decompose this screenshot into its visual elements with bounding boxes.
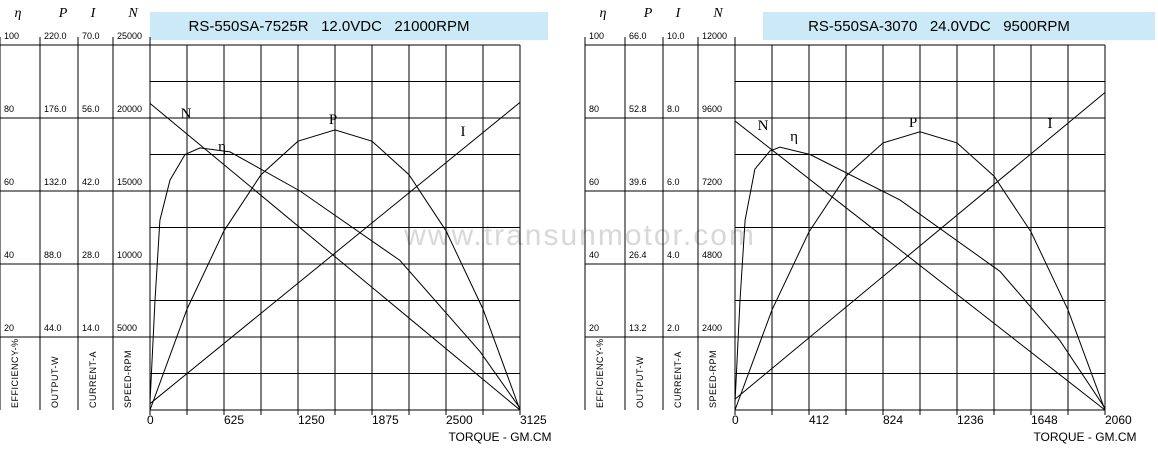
x-axis-label: TORQUE - GM.CM	[1033, 430, 1136, 444]
axis-label: CURRENT-A	[88, 351, 98, 408]
axis-symbol: η	[600, 6, 607, 21]
axis-symbol: η	[15, 6, 22, 21]
axis-symbol: N	[127, 6, 138, 21]
axis-label: CURRENT-A	[673, 351, 683, 408]
x-tick-label: 2060	[1105, 413, 1132, 427]
y-tick-label: 100	[4, 31, 19, 41]
y-tick-label: 70.0	[82, 31, 100, 41]
axis-symbol: I	[675, 6, 682, 21]
axis-label: SPEED-RPM	[123, 350, 133, 408]
y-tick-label: 66.0	[629, 31, 647, 41]
x-axis-label: TORQUE - GM.CM	[448, 430, 551, 444]
y-tick-label: 20	[4, 323, 14, 333]
axis-label: EFFICIENCY-%	[10, 338, 20, 408]
chart-title: RS-550SA-7525R 12.0VDC 21000RPM	[189, 18, 470, 35]
axis-label: SPEED-RPM	[708, 350, 718, 408]
x-tick-label: 1250	[298, 413, 325, 427]
x-tick-label: 625	[224, 413, 244, 427]
curve-label: I	[461, 124, 466, 140]
y-tick-label: 10000	[117, 250, 142, 260]
y-tick-label: 4800	[702, 250, 722, 260]
y-tick-label: 2400	[702, 323, 722, 333]
y-tick-label: 100	[589, 31, 604, 41]
y-tick-label: 5000	[117, 323, 137, 333]
y-tick-label: 12000	[702, 31, 727, 41]
y-tick-label: 20000	[117, 104, 142, 114]
axis-label: OUTPUT-W	[635, 356, 645, 408]
y-tick-label: 26.4	[629, 250, 647, 260]
y-tick-label: 40	[589, 250, 599, 260]
x-tick-label: 824	[883, 413, 903, 427]
curve	[734, 120, 1106, 411]
y-tick-label: 44.0	[44, 323, 62, 333]
x-tick-label: 0	[732, 413, 739, 427]
title-box	[763, 12, 1155, 40]
y-tick-label: 39.6	[629, 177, 647, 187]
x-tick-label: 1875	[372, 413, 399, 427]
y-tick-label: 6.0	[667, 177, 680, 187]
y-tick-label: 13.2	[629, 323, 647, 333]
y-tick-label: 8.0	[667, 104, 680, 114]
y-tick-label: 15000	[117, 177, 142, 187]
chart: RS-550SA-7525R 12.0VDC 21000RPM www.trans…	[0, 6, 756, 444]
curve-label: I	[1048, 116, 1053, 132]
curve-label: P	[909, 115, 917, 131]
y-tick-label: 2.0	[667, 323, 680, 333]
curve-label: η	[790, 129, 798, 145]
curve-label: N	[181, 106, 192, 122]
x-tick-label: 0	[147, 413, 154, 427]
curve	[734, 131, 1106, 411]
y-tick-label: 176.0	[44, 104, 67, 114]
y-tick-label: 80	[589, 104, 599, 114]
y-tick-label: 10.0	[667, 31, 685, 41]
curve	[149, 147, 521, 409]
curve-label: P	[329, 112, 337, 128]
y-tick-label: 9600	[702, 104, 722, 114]
axis-label: EFFICIENCY-%	[595, 338, 605, 408]
x-tick-label: 1648	[1031, 413, 1058, 427]
curve	[734, 92, 1106, 400]
y-tick-label: 60	[4, 177, 14, 187]
curve	[734, 146, 1106, 409]
x-tick-label: 3125	[520, 413, 547, 427]
curve-label: N	[758, 118, 769, 134]
axis-symbol: N	[712, 6, 723, 21]
x-tick-label: 412	[809, 413, 829, 427]
x-tick-label: 1236	[957, 413, 984, 427]
title-box	[150, 12, 548, 40]
y-tick-label: 4.0	[667, 250, 680, 260]
x-tick-label: 2500	[446, 413, 473, 427]
y-tick-label: 88.0	[44, 250, 62, 260]
curve	[149, 129, 521, 411]
y-tick-label: 80	[4, 104, 14, 114]
curve-label: η	[218, 139, 226, 155]
curve	[149, 102, 521, 405]
y-tick-label: 14.0	[82, 323, 100, 333]
y-tick-label: 25000	[117, 31, 142, 41]
y-tick-label: 220.0	[44, 31, 67, 41]
chart: RS-550SA-3070 24.0VDC 9500RPM η EFFICIENCY…	[584, 6, 1155, 444]
y-tick-label: 28.0	[82, 250, 100, 260]
y-tick-label: 52.8	[629, 104, 647, 114]
watermark: www.transunmotor.com	[403, 219, 756, 252]
y-tick-label: 7200	[702, 177, 722, 187]
y-tick-label: 60	[589, 177, 599, 187]
y-tick-label: 20	[589, 323, 599, 333]
y-tick-label: 40	[4, 250, 14, 260]
axis-symbol: P	[58, 6, 68, 21]
axis-label: OUTPUT-W	[50, 356, 60, 408]
y-tick-label: 56.0	[82, 104, 100, 114]
axis-symbol: I	[90, 6, 97, 21]
y-tick-label: 132.0	[44, 177, 67, 187]
y-tick-label: 42.0	[82, 177, 100, 187]
curve	[149, 103, 521, 411]
chart-title: RS-550SA-3070 24.0VDC 9500RPM	[808, 18, 1070, 35]
axis-symbol: P	[643, 6, 653, 21]
